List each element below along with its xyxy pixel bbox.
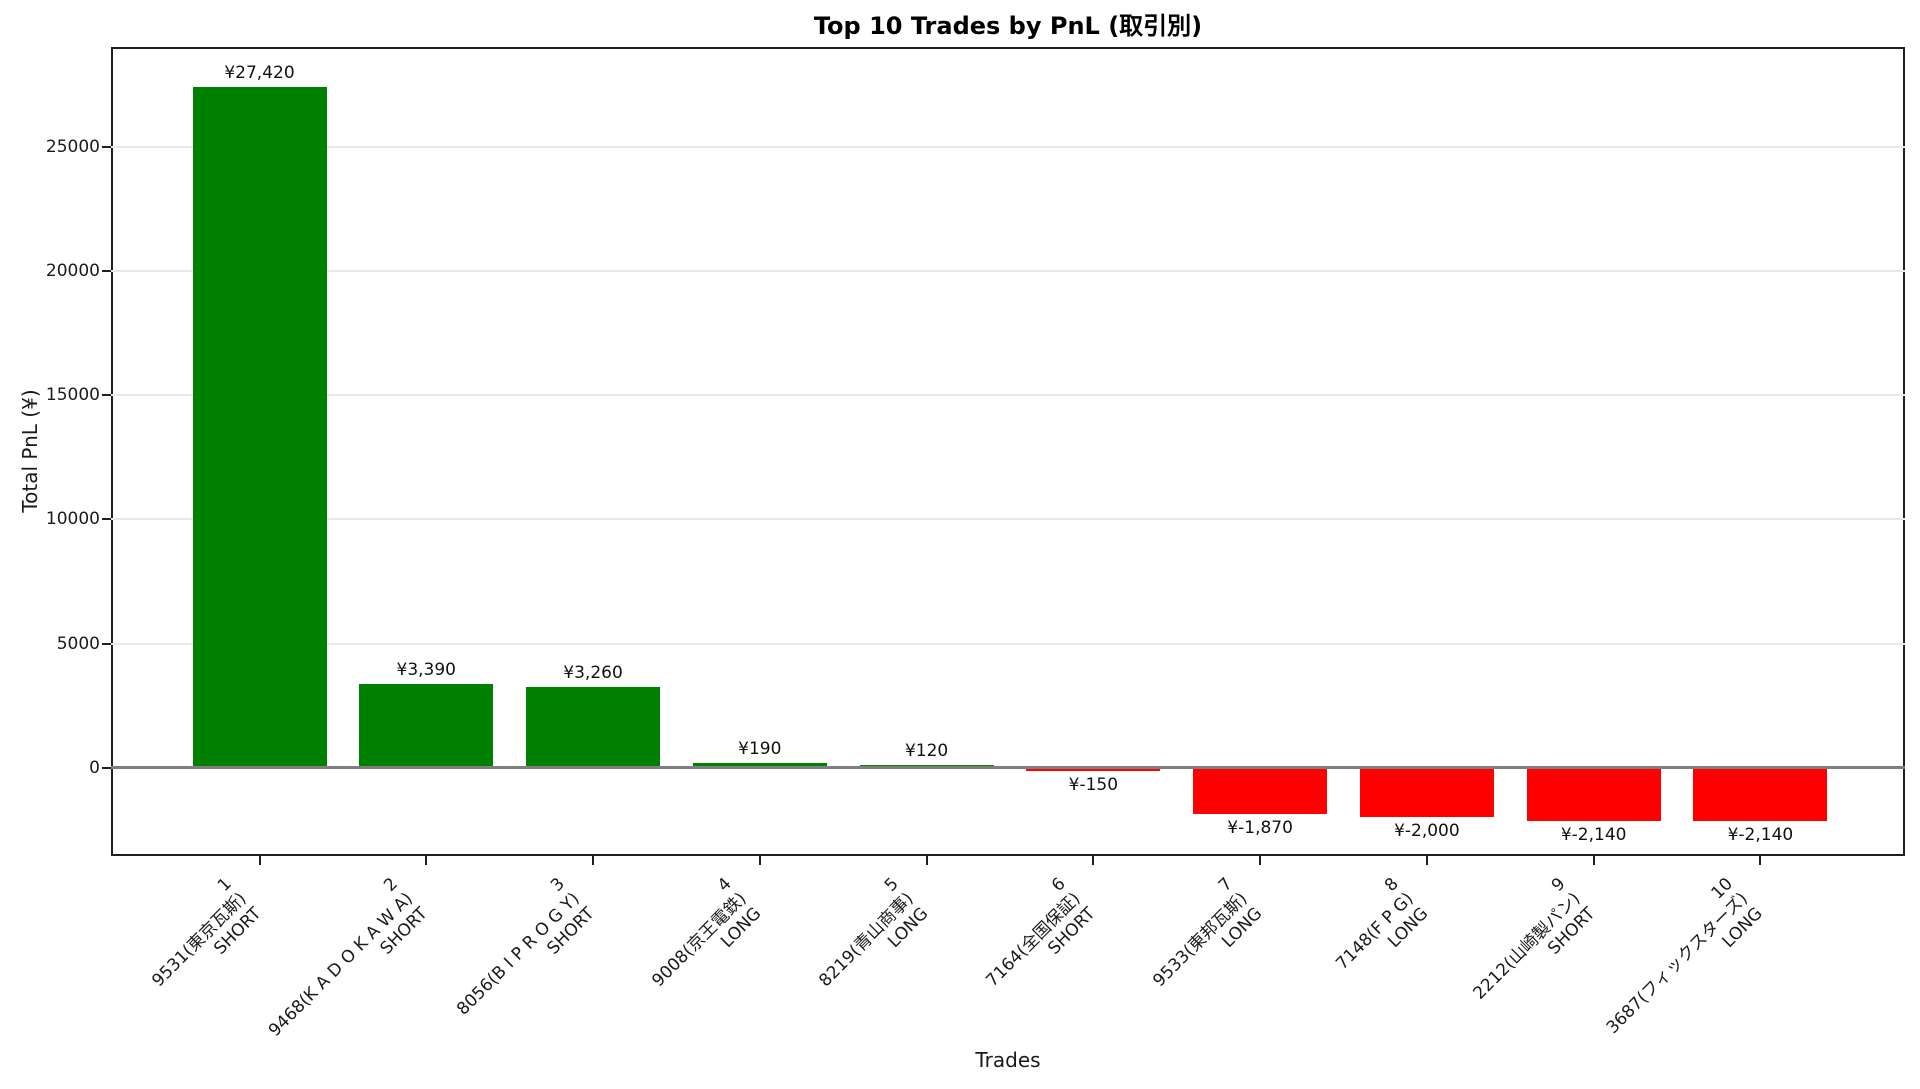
y-tick-mark <box>102 394 111 397</box>
x-tick-mark <box>758 856 761 865</box>
y-gridline <box>111 394 1905 397</box>
x-tick-label: 8 7148(F P G) LONG <box>1332 874 1433 975</box>
x-tick-label: 1 9531(東京瓦斯) SHORT <box>148 874 266 992</box>
bar-value-label: ¥-2,140 <box>1727 824 1794 845</box>
x-tick-label: 5 8219(青山商事) LONG <box>815 874 933 992</box>
x-tick-label: 6 7164(全国保証) SHORT <box>982 874 1100 992</box>
y-tick-mark <box>102 518 111 521</box>
x-tick-label: 7 9533(東邦瓦斯) LONG <box>1148 874 1266 992</box>
y-tick-label: 5000 <box>56 633 100 654</box>
x-tick-mark <box>925 856 928 865</box>
y-tick-mark <box>102 270 111 273</box>
bar-value-label: ¥-2,000 <box>1394 821 1460 842</box>
bar <box>1693 767 1828 821</box>
x-tick-mark <box>258 856 261 865</box>
bar <box>192 87 327 768</box>
y-tick-label: 25000 <box>45 137 100 158</box>
y-tick-label: 0 <box>89 757 100 778</box>
chart-title: Top 10 Trades by PnL (取引別) <box>813 12 1203 40</box>
y-tick-label: 20000 <box>45 261 100 282</box>
bar-value-label: ¥-150 <box>1068 775 1119 796</box>
y-gridline <box>111 642 1905 645</box>
x-tick-mark <box>1425 856 1428 865</box>
x-tick-mark <box>592 856 595 865</box>
y-tick-mark <box>102 766 111 769</box>
y-axis-label: Total PnL (¥) <box>18 389 42 513</box>
x-tick-mark <box>1259 856 1262 865</box>
zero-line <box>111 766 1905 770</box>
bar <box>1026 767 1161 772</box>
x-tick-label: 3 8056(B I P R O G Y) SHORT <box>453 874 599 1020</box>
bar-value-label: ¥-1,870 <box>1227 818 1293 839</box>
bar-value-label: ¥-2,140 <box>1560 824 1627 845</box>
x-axis-label: Trades <box>975 1048 1041 1072</box>
y-gridline <box>111 146 1905 149</box>
x-tick-mark <box>1592 856 1595 865</box>
bar <box>1526 767 1661 821</box>
bar-value-label: ¥120 <box>904 740 949 761</box>
y-gridline <box>111 270 1905 273</box>
y-tick-mark <box>102 146 111 149</box>
bar-value-label: ¥190 <box>738 738 782 759</box>
bar <box>1359 767 1494 818</box>
bar <box>1193 767 1328 815</box>
x-tick-label: 10 3687(フィックスターズ) LONG <box>1602 874 1767 1038</box>
bar-value-label: ¥27,420 <box>224 63 295 84</box>
x-tick-label: 9 2212(山崎製パン) SHORT <box>1469 874 1600 1004</box>
y-tick-mark <box>102 642 111 645</box>
y-tick-label: 15000 <box>45 385 100 406</box>
bar <box>359 683 494 768</box>
y-gridline <box>111 518 1905 521</box>
x-tick-mark <box>425 856 428 865</box>
bar <box>526 686 661 768</box>
bar-value-label: ¥3,260 <box>563 662 623 683</box>
x-tick-label: 2 9468(K A D O K A W A) SHORT <box>265 874 433 1041</box>
bar-value-label: ¥3,390 <box>396 659 456 680</box>
x-tick-mark <box>1759 856 1762 865</box>
x-tick-mark <box>1092 856 1095 865</box>
y-tick-label: 10000 <box>45 509 100 530</box>
x-tick-label: 4 9008(京王電鉄) LONG <box>648 874 766 992</box>
bar <box>692 762 827 768</box>
